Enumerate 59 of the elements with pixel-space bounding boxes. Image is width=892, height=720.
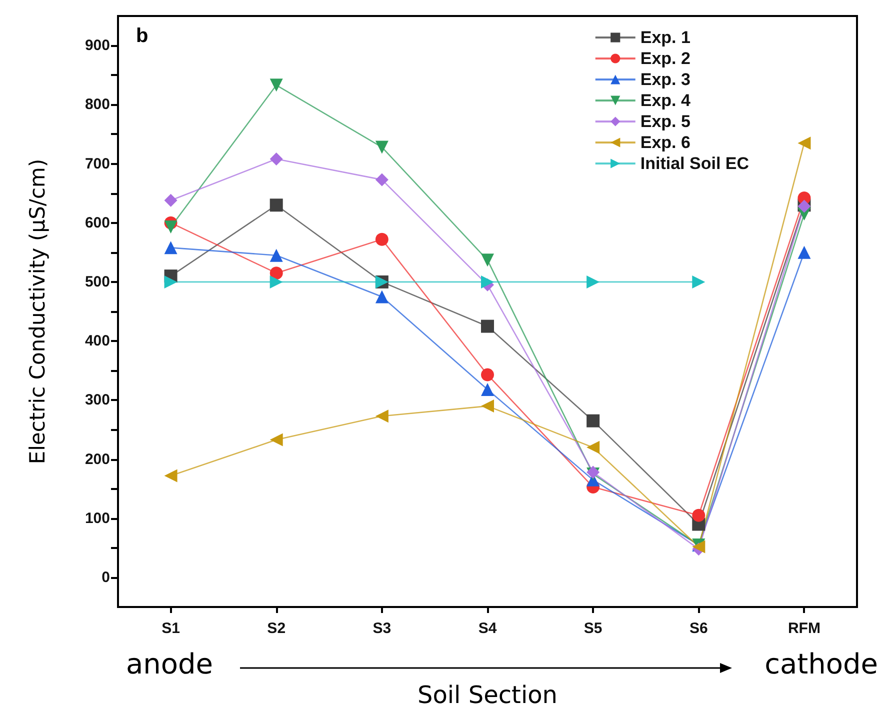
point <box>375 232 388 246</box>
y-tick-label: 400 <box>84 332 110 350</box>
y-axis-title: Electric Conductivity (μS/cm) <box>26 158 50 464</box>
point <box>164 275 178 288</box>
x-tick-label: S5 <box>584 620 602 637</box>
point <box>798 246 811 259</box>
point <box>692 508 706 522</box>
y-tick-label: 0 <box>102 568 110 586</box>
y-tick-label: 200 <box>84 450 110 468</box>
point <box>798 136 811 150</box>
x-tick-label: S6 <box>689 620 708 637</box>
point <box>270 248 283 262</box>
point <box>270 152 283 166</box>
point <box>164 241 178 254</box>
x-tick-label: S1 <box>162 620 180 637</box>
point <box>164 469 178 482</box>
legend-label: Exp. 6 <box>640 133 690 152</box>
legend-label: Initial Soil EC <box>640 154 749 173</box>
point <box>375 173 388 186</box>
y-tick-label: 100 <box>84 510 110 527</box>
annotation: b <box>136 25 148 47</box>
point <box>586 414 600 428</box>
x-axis-title: Soil Section <box>417 681 558 709</box>
point <box>270 266 283 280</box>
point <box>270 198 283 212</box>
point <box>375 290 388 304</box>
y-tick-label: 600 <box>84 214 110 232</box>
point <box>164 220 178 234</box>
point <box>270 78 283 92</box>
y-tick-label: 900 <box>84 37 110 54</box>
point <box>481 383 494 396</box>
point <box>481 368 494 382</box>
text: anode <box>126 648 214 680</box>
y-tick-label: 300 <box>84 392 110 409</box>
point <box>270 433 283 446</box>
legend-label: Exp. 4 <box>640 91 691 110</box>
point <box>692 275 706 288</box>
legend-label: Exp. 1 <box>640 28 690 47</box>
point <box>586 440 600 454</box>
y-tick-label: 500 <box>84 273 110 290</box>
text: cathode <box>764 648 878 680</box>
x-tick-label: RFM <box>788 620 820 637</box>
point <box>481 275 494 288</box>
point <box>481 254 494 267</box>
legend-label: Exp. 3 <box>640 70 690 89</box>
x-tick-label: S3 <box>372 620 392 637</box>
legend-label: Exp. 5 <box>640 112 690 131</box>
point <box>481 320 494 333</box>
point <box>164 194 178 207</box>
y-tick-label: 700 <box>84 155 110 172</box>
point <box>586 275 600 288</box>
y-tick-label: 800 <box>84 96 110 114</box>
x-tick-label: S2 <box>267 620 286 637</box>
legend-label: Exp. 2 <box>640 49 690 68</box>
point <box>270 275 283 288</box>
point <box>375 410 388 423</box>
point <box>375 140 388 154</box>
x-tick-label: S4 <box>478 620 498 637</box>
point <box>481 400 494 413</box>
